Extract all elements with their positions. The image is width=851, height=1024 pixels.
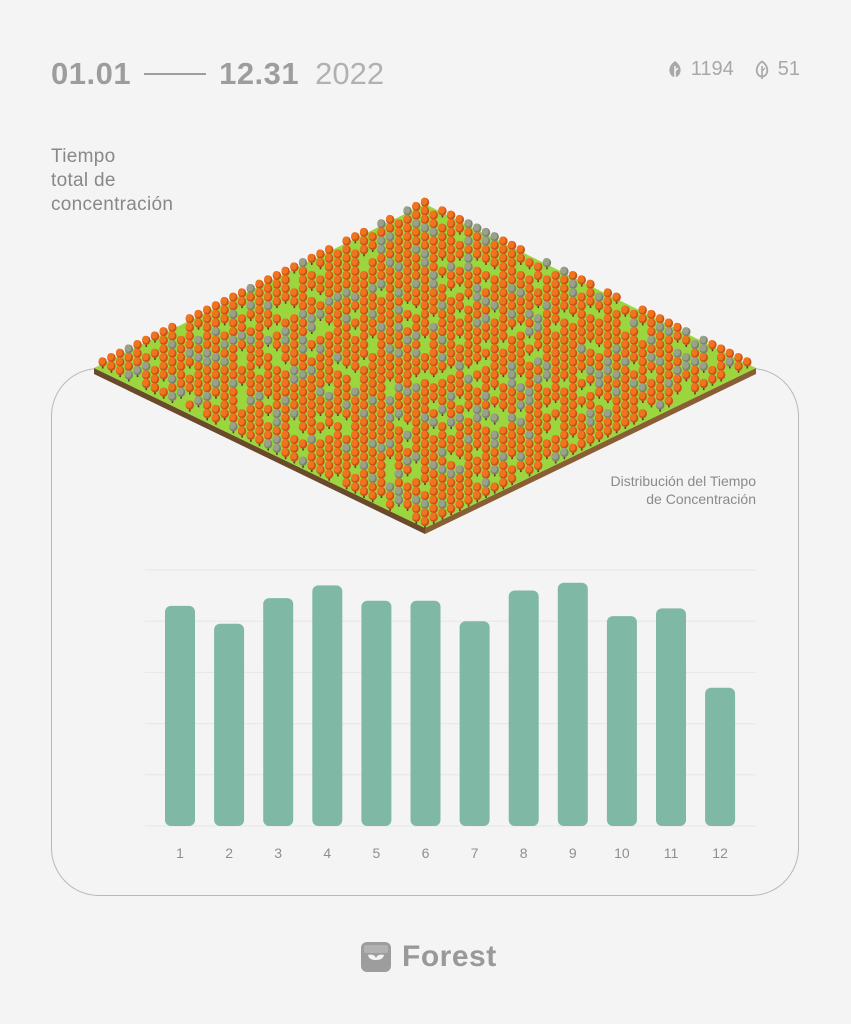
dead-tree-count: 51	[777, 58, 800, 80]
forest-brand: Forest	[360, 940, 497, 974]
healthy-tree-count: 1194	[690, 58, 734, 80]
chart-title-line-1: Distribución del Tiempo	[610, 473, 756, 489]
isometric-forest-image	[94, 197, 756, 534]
total-focus-title: Tiempo total de concentración	[51, 145, 173, 217]
chart-title: Distribución del Tiempo de Concentración	[610, 472, 756, 508]
forest-soil-left	[94, 368, 425, 534]
title-line-3: concentración	[51, 194, 174, 215]
dead-tree-icon	[755, 59, 768, 79]
healthy-tree-icon	[669, 60, 681, 79]
title-line-2: total de	[51, 170, 116, 191]
date-range-dash	[144, 73, 207, 75]
date-range-header: 01.01 12.31 2022	[51, 52, 384, 96]
chart-title-line-2: de Concentración	[646, 491, 756, 507]
start-date: 01.01	[51, 56, 132, 91]
tree-counts: 1194 51	[665, 58, 800, 81]
forest-soil-right	[425, 368, 756, 534]
end-date: 12.31	[219, 56, 300, 91]
title-line-1: Tiempo	[51, 146, 116, 167]
year-label: 2022	[315, 56, 385, 91]
brand-name: Forest	[402, 940, 497, 973]
forest-logo-icon	[361, 942, 391, 972]
forest-trees	[98, 197, 752, 529]
